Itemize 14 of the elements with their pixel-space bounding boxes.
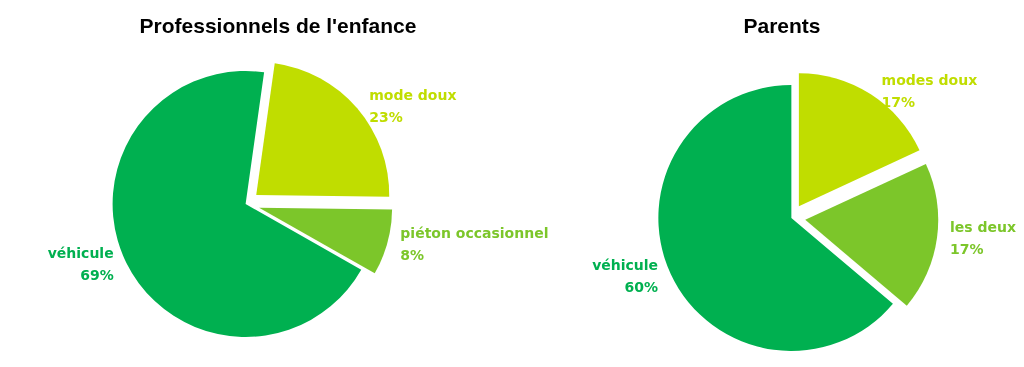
chart-title: Professionnels de l'enfance xyxy=(139,14,417,37)
data-label: 17% xyxy=(881,93,916,110)
data-label: 60% xyxy=(624,278,659,295)
data-label: 69% xyxy=(80,267,114,284)
slice-label: véhicule xyxy=(47,245,114,262)
slice-label: véhicule xyxy=(592,256,659,273)
data-label: 23% xyxy=(369,108,403,125)
data-label: 17% xyxy=(950,241,984,258)
slice-label: les deux xyxy=(950,219,1017,236)
slice-label: modes doux xyxy=(881,71,978,88)
data-label: 8% xyxy=(400,246,425,263)
chart-title: Parents xyxy=(743,14,821,37)
slice-label: mode doux xyxy=(369,86,457,103)
slice-label: piéton occasionnel xyxy=(400,224,549,241)
